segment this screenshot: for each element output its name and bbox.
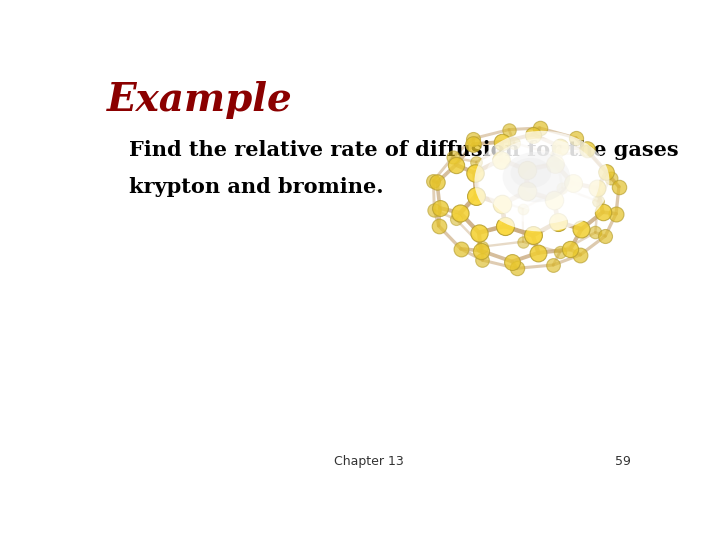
Point	[533, 248, 544, 257]
Point	[470, 191, 482, 200]
Point	[597, 208, 608, 217]
Point	[497, 200, 508, 208]
Point	[575, 251, 586, 259]
Point	[570, 133, 582, 142]
Point	[567, 179, 578, 187]
Point	[477, 256, 488, 265]
Point	[611, 210, 622, 218]
Point	[554, 142, 566, 151]
Point	[503, 125, 515, 134]
Text: Chapter 13: Chapter 13	[334, 455, 404, 468]
Point	[428, 206, 440, 214]
Point	[499, 222, 510, 231]
Point	[428, 177, 439, 185]
Point	[506, 257, 518, 266]
Point	[592, 184, 603, 192]
Point	[605, 174, 616, 183]
Point	[590, 228, 601, 237]
Point	[468, 134, 480, 143]
Point	[447, 153, 459, 161]
Point	[467, 140, 479, 149]
Point	[469, 168, 480, 177]
Point	[549, 195, 560, 204]
Point	[581, 145, 593, 154]
Point	[517, 204, 528, 213]
Circle shape	[510, 158, 551, 188]
Point	[496, 138, 508, 146]
Point	[431, 178, 443, 187]
Point	[454, 208, 466, 217]
Point	[473, 191, 485, 199]
Point	[600, 232, 611, 240]
Point	[592, 197, 603, 206]
Point	[517, 238, 528, 246]
Point	[554, 248, 566, 256]
Circle shape	[522, 166, 562, 197]
Point	[527, 130, 539, 139]
Point	[473, 228, 485, 237]
Point	[613, 183, 625, 191]
Circle shape	[474, 131, 610, 232]
Point	[434, 204, 446, 212]
Point	[433, 221, 444, 230]
Circle shape	[501, 151, 582, 212]
Point	[510, 264, 522, 273]
Point	[600, 167, 612, 176]
Text: 59: 59	[616, 455, 631, 468]
Point	[450, 160, 462, 169]
Text: krypton and bromine.: krypton and bromine.	[129, 177, 384, 197]
Point	[521, 187, 533, 195]
Point	[549, 159, 561, 168]
Point	[455, 245, 467, 253]
Point	[552, 218, 564, 226]
Point	[475, 246, 487, 255]
Point	[564, 245, 576, 254]
Point	[551, 151, 562, 159]
Point	[527, 231, 539, 240]
Point	[547, 261, 559, 269]
Point	[495, 156, 507, 164]
Point	[534, 124, 545, 132]
Circle shape	[485, 138, 599, 224]
Text: Find the relative rate of diffusion for the gases: Find the relative rate of diffusion for …	[129, 140, 679, 160]
Point	[477, 242, 488, 251]
Point	[576, 225, 588, 233]
Circle shape	[503, 152, 570, 202]
Point	[581, 147, 593, 156]
Point	[508, 139, 520, 147]
Point	[557, 184, 568, 192]
Text: Example: Example	[107, 82, 292, 119]
Point	[470, 158, 482, 166]
Point	[521, 165, 532, 174]
Point	[450, 215, 462, 224]
